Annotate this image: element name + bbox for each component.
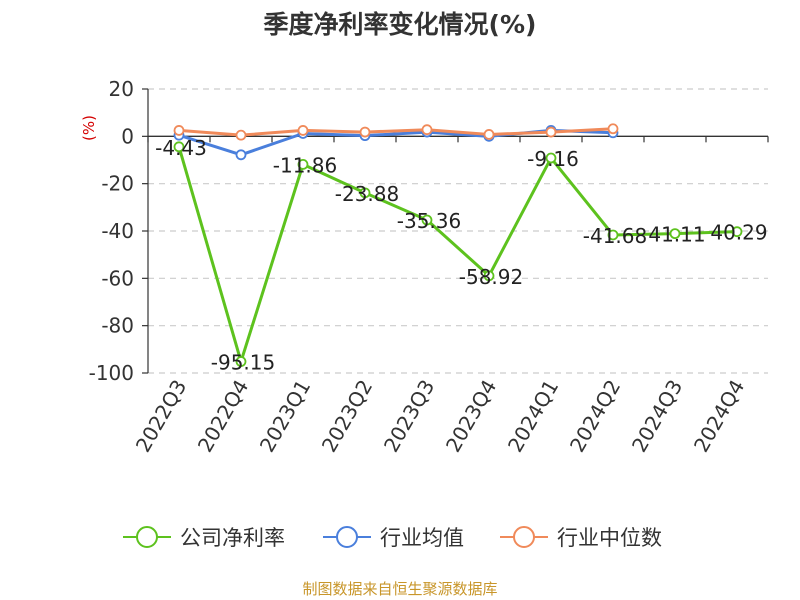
x-tick-label: 2024Q1 (503, 376, 563, 457)
legend-label: 行业中位数 (557, 526, 662, 550)
x-tick-label: 2022Q4 (193, 376, 253, 457)
y-tick-label: -60 (101, 266, 134, 290)
series-line-industry_median (178, 127, 614, 137)
data-label: -41.68 (583, 224, 647, 248)
y-tick-label: 20 (109, 77, 134, 101)
data-point-company[interactable] (669, 228, 681, 240)
legend-item-industry_avg[interactable]: 行业均值 (323, 526, 464, 550)
series-line-company (177, 146, 738, 364)
data-label: 40.29 (710, 221, 767, 245)
legend-label: 公司净利率 (180, 526, 285, 550)
data-point-company[interactable] (483, 270, 495, 282)
data-label: -35.36 (397, 209, 461, 233)
x-tick-label: 2024Q4 (689, 376, 749, 457)
data-point-company[interactable] (545, 152, 557, 164)
y-tick-label: -20 (101, 172, 134, 196)
data-label: -9.16 (527, 147, 579, 171)
data-source-note: 制图数据来自恒生聚源数据库 (302, 580, 497, 598)
data-point-industry_median[interactable] (421, 124, 433, 136)
x-tick-label: 2022Q3 (131, 376, 191, 457)
legend-marker (136, 526, 158, 548)
data-label: -95.15 (211, 351, 275, 375)
data-label: -11.86 (273, 153, 337, 177)
data-label: 41.11 (648, 223, 705, 247)
data-label: -23.88 (335, 182, 399, 206)
data-point-company[interactable] (297, 159, 309, 170)
x-tick-label: 2024Q3 (627, 376, 687, 457)
data-point-company[interactable] (421, 214, 433, 226)
x-tick-label: 2024Q2 (565, 376, 625, 457)
data-point-company[interactable] (235, 356, 247, 367)
data-point-company[interactable] (731, 226, 743, 238)
data-point-industry_avg[interactable] (235, 149, 247, 161)
y-tick-label: -40 (101, 219, 134, 243)
data-point-company[interactable] (359, 187, 371, 199)
data-point-industry_median[interactable] (359, 126, 371, 138)
y-axis-unit: (%) (80, 115, 98, 141)
chart-title: 季度净利率变化情况(%) (264, 10, 537, 39)
data-label: -58.92 (459, 265, 523, 289)
data-label: -4.43 (155, 136, 207, 160)
data-labels: -4.43 -95.15 -11.86 -23.88 -35.36 -58.92 -9.16… (155, 136, 768, 375)
data-point-industry_median[interactable] (173, 125, 185, 136)
legend-label: 行业均值 (380, 526, 464, 550)
grid-lines (148, 88, 768, 374)
y-tick-label: -80 (101, 314, 134, 338)
data-point-company[interactable] (607, 229, 619, 241)
data-point-industry_median[interactable] (607, 123, 619, 135)
x-tick-label: 2023Q2 (317, 376, 377, 457)
y-tick-label: -100 (89, 361, 134, 385)
legend-marker (336, 526, 358, 548)
x-tick-label: 2023Q1 (255, 376, 315, 457)
series-lines (173, 123, 743, 367)
data-point-industry_median[interactable] (235, 129, 247, 141)
data-point-company[interactable] (173, 141, 185, 153)
x-tick-label: 2023Q4 (441, 376, 501, 457)
legend-marker (513, 526, 535, 548)
x-tick-label: 2023Q3 (379, 376, 439, 457)
data-point-industry_median[interactable] (483, 129, 495, 140)
data-point-industry_median[interactable] (545, 126, 557, 138)
legend-item-company[interactable]: 公司净利率 (123, 526, 285, 550)
data-point-industry_median[interactable] (297, 125, 309, 136)
legend-item-industry_median[interactable]: 行业中位数 (500, 526, 662, 550)
y-tick-label: 0 (121, 124, 134, 148)
legend[interactable]: 公司净利率 行业均值 行业中位数 (123, 526, 662, 550)
